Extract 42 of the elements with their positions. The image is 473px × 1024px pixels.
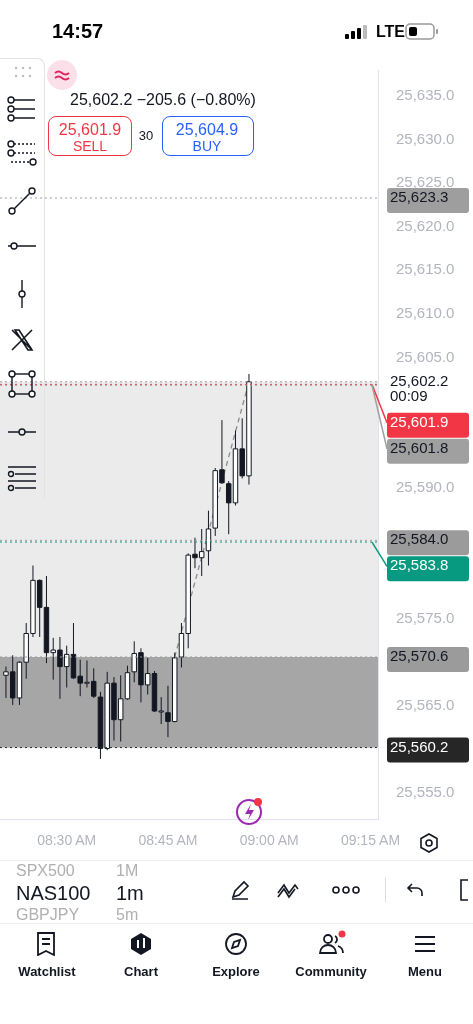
ref-line-label: 25,623.3 bbox=[390, 188, 449, 206]
ref-line-label: 25,560.2 bbox=[390, 737, 449, 755]
y-tick-label: 25,615.0 bbox=[396, 260, 455, 278]
y-tick-label: 25,565.0 bbox=[396, 695, 455, 713]
x-tick-label: 08:30 AM bbox=[37, 832, 97, 849]
annotation: 25,601.9 bbox=[58, 121, 122, 139]
text: 1m bbox=[116, 882, 144, 904]
annotation: 25,602.2 −205.6 (−0.80%) bbox=[70, 91, 256, 109]
y-tick-label: 25,625.0 bbox=[396, 173, 455, 191]
ref-line-label: 25,601.8 bbox=[390, 438, 449, 456]
text: 5m bbox=[116, 906, 139, 924]
ref-line-label: 25,583.8 bbox=[390, 556, 449, 574]
y-tick-label: 25,555.0 bbox=[396, 783, 455, 801]
annotation: BUY bbox=[192, 138, 222, 155]
x-tick-label: 08:45 AM bbox=[138, 832, 198, 849]
text: Menu bbox=[408, 964, 442, 980]
y-tick-label: 25,605.0 bbox=[396, 347, 455, 365]
y-tick-label: 25,590.0 bbox=[396, 478, 455, 496]
y-tick-label: 25,635.0 bbox=[396, 86, 455, 104]
ref-line-label: 25,570.6 bbox=[390, 647, 449, 665]
text: Explore bbox=[212, 964, 260, 980]
y-tick-label: 25,575.0 bbox=[396, 608, 455, 626]
y-tick-label: 25,610.0 bbox=[396, 304, 455, 321]
y-tick-label: 25,620.0 bbox=[396, 216, 455, 234]
text: NAS100 bbox=[16, 882, 91, 904]
text: SPX500 bbox=[16, 862, 75, 880]
annotation: 25,604.9 bbox=[175, 121, 239, 139]
text: Community bbox=[295, 964, 367, 980]
text: 14:57 bbox=[52, 20, 104, 42]
annotation: 30 bbox=[138, 128, 154, 144]
x-tick-label: 09:15 AM bbox=[340, 832, 401, 849]
text: Watchlist bbox=[18, 964, 76, 980]
text: LTE bbox=[376, 23, 406, 41]
annotation: SELL bbox=[72, 138, 108, 155]
ref-line-label: 25,602.2 00:09 bbox=[390, 371, 449, 404]
ref-line-label: 25,601.9 bbox=[390, 412, 449, 430]
text: Chart bbox=[124, 964, 158, 980]
text: 1M bbox=[116, 862, 139, 880]
text: GBPJPY bbox=[16, 906, 80, 924]
y-tick-label: 25,630.0 bbox=[396, 129, 455, 147]
x-tick-label: 09:00 AM bbox=[239, 832, 299, 849]
ref-line-label: 25,584.0 bbox=[390, 530, 449, 548]
